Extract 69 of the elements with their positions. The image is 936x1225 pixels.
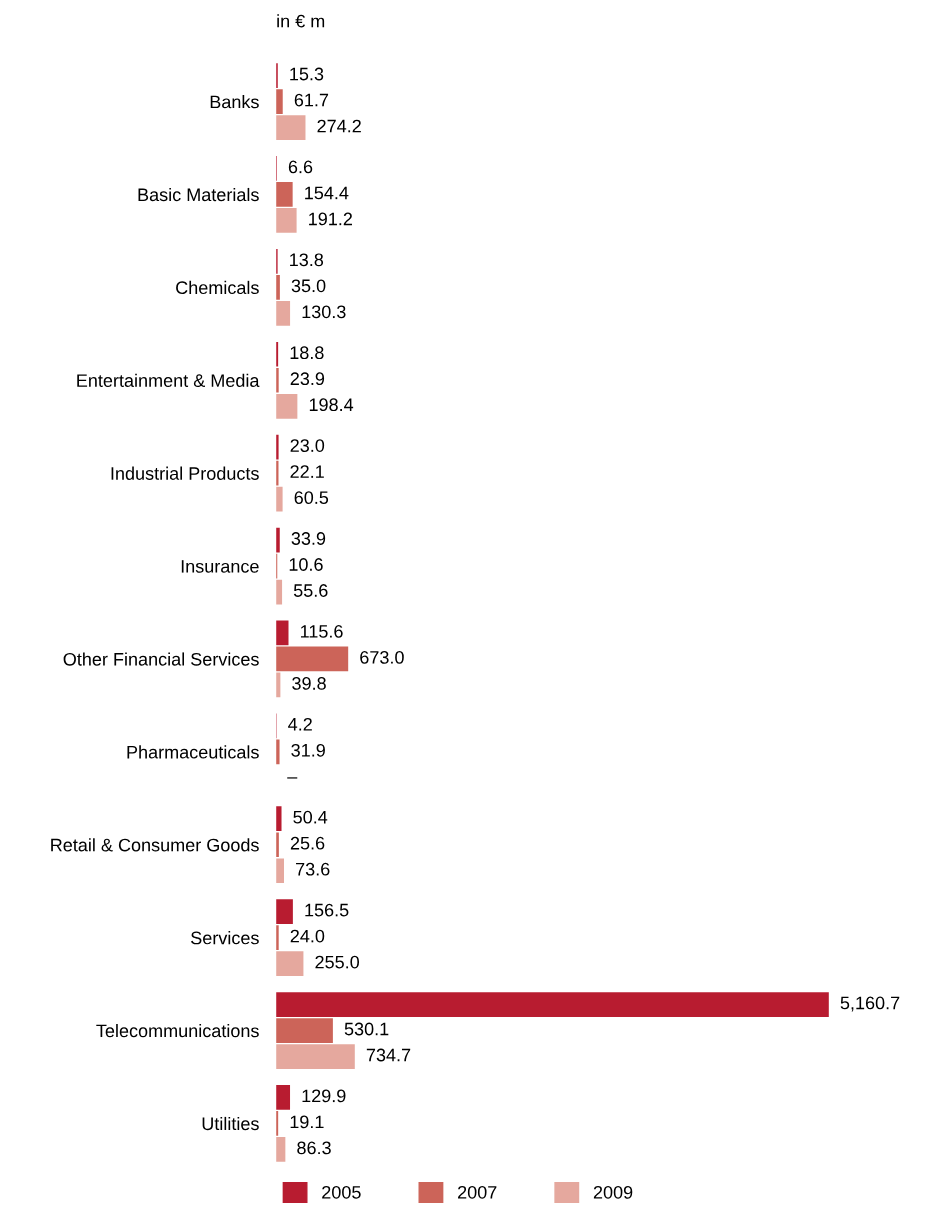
bar xyxy=(276,208,297,233)
data-label: 13.8 xyxy=(290,253,324,267)
y-tick-label: Services xyxy=(191,931,259,945)
bar xyxy=(276,486,283,512)
bar xyxy=(276,1018,333,1043)
data-label: 31.9 xyxy=(291,743,325,757)
bar xyxy=(276,182,293,207)
data-label: 33.9 xyxy=(291,532,326,545)
data-label: 19.1 xyxy=(290,1115,324,1129)
legend-label: 2009 xyxy=(593,1185,633,1199)
y-tick-label: Chemicals xyxy=(176,280,259,295)
data-label: 673.0 xyxy=(360,651,404,664)
bar xyxy=(276,89,283,114)
data-label: 5,160.7 xyxy=(840,996,900,1012)
data-label: 35.0 xyxy=(291,279,326,293)
data-label: 86.3 xyxy=(297,1141,331,1155)
data-label: 255.0 xyxy=(315,955,360,969)
legend-label: 2005 xyxy=(322,1185,361,1199)
data-label: 156.5 xyxy=(305,903,349,917)
bar xyxy=(276,646,349,672)
data-label: 198.4 xyxy=(309,398,354,412)
data-label: 129.9 xyxy=(302,1089,346,1103)
data-label: 39.8 xyxy=(292,677,326,690)
bar xyxy=(276,1044,355,1069)
y-tick-label: Other Financial Services xyxy=(63,652,259,666)
data-label: 734.7 xyxy=(366,1048,411,1062)
bar xyxy=(276,620,289,646)
legend-label: 2007 xyxy=(458,1185,497,1199)
data-label: 274.2 xyxy=(317,119,361,133)
data-label: 60.5 xyxy=(294,491,329,505)
data-label: 10.6 xyxy=(289,558,323,571)
y-tick-label: Banks xyxy=(210,95,259,109)
data-label: 191.2 xyxy=(309,212,352,226)
data-label: 55.6 xyxy=(293,584,328,597)
y-tick-label: Utilities xyxy=(202,1116,259,1131)
y-tick-label: Retail & Consumer Goods xyxy=(51,838,259,852)
data-label: 18.8 xyxy=(290,346,324,360)
data-label: 4.2 xyxy=(288,717,312,731)
data-label: 530.1 xyxy=(344,1022,389,1036)
data-label: 154.4 xyxy=(305,186,349,200)
text: – xyxy=(287,777,298,779)
data-label: 61.7 xyxy=(294,93,329,107)
y-tick-label: Basic Materials xyxy=(138,187,259,202)
y-tick-label: Insurance xyxy=(181,560,259,573)
data-label: 73.6 xyxy=(296,862,330,876)
y-tick-label: Pharmaceuticals xyxy=(127,745,259,759)
bar xyxy=(276,899,293,924)
data-label: 6.6 xyxy=(288,160,313,174)
bar xyxy=(276,115,306,140)
bar xyxy=(276,1085,291,1110)
data-label: 130.3 xyxy=(302,305,346,319)
data-label: 115.6 xyxy=(300,625,343,638)
data-label: 25.6 xyxy=(290,836,325,850)
bar xyxy=(276,806,282,832)
y-tick-label: Telecommunications xyxy=(96,1023,259,1038)
data-label: 15.3 xyxy=(290,67,324,81)
bar xyxy=(276,301,291,326)
y-tick-label: Industrial Products xyxy=(111,466,259,480)
data-label: 23.0 xyxy=(290,439,325,452)
chart-title: in € m xyxy=(277,14,325,28)
bar xyxy=(276,393,298,419)
data-label: 24.0 xyxy=(290,929,325,943)
y-tick-label: Entertainment & Media xyxy=(77,373,260,387)
data-label: 50.4 xyxy=(293,810,328,824)
bar xyxy=(276,992,829,1017)
bar xyxy=(276,951,304,976)
bar xyxy=(276,858,284,884)
data-label: 23.9 xyxy=(290,372,325,386)
data-label: 22.1 xyxy=(290,465,324,478)
